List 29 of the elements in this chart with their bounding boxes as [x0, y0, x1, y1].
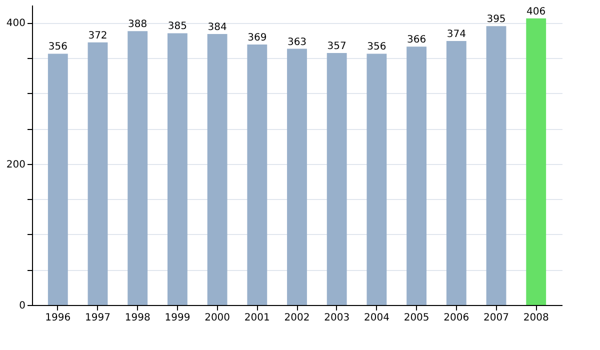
data-label: 356	[48, 42, 68, 53]
y-tick-label: 400	[6, 18, 26, 30]
x-tick-label: 2005	[404, 312, 430, 324]
data-label: 366	[407, 34, 426, 46]
x-tick-label: 2001	[244, 312, 270, 324]
data-label: 372	[88, 30, 108, 42]
x-tick-label: 2003	[324, 312, 350, 324]
x-tick-label: 2008	[523, 312, 549, 324]
data-label: 357	[327, 41, 346, 52]
data-label: 395	[486, 14, 506, 26]
y-tick-label: 200	[6, 159, 26, 170]
x-tick-label: 2004	[364, 312, 390, 324]
data-label: 388	[128, 19, 148, 30]
data-label: 369	[248, 32, 267, 44]
x-tick-label: 1996	[45, 312, 71, 324]
x-tick-label: 1999	[164, 312, 190, 324]
x-tick-label: 2006	[444, 312, 470, 324]
x-tick-label: 2000	[204, 312, 230, 324]
y-tick-label: 0	[19, 300, 26, 312]
data-label: 363	[287, 36, 307, 48]
x-tick-label: 2007	[484, 312, 509, 324]
data-label: 374	[446, 29, 466, 40]
x-tick-label: 1998	[124, 312, 150, 324]
x-tick-label: 2002	[284, 312, 310, 324]
data-label: 406	[526, 6, 546, 18]
x-tick-label: 1997	[85, 312, 110, 324]
data-label: 356	[367, 42, 386, 53]
data-label: 384	[208, 22, 227, 33]
data-label: 385	[168, 21, 187, 32]
